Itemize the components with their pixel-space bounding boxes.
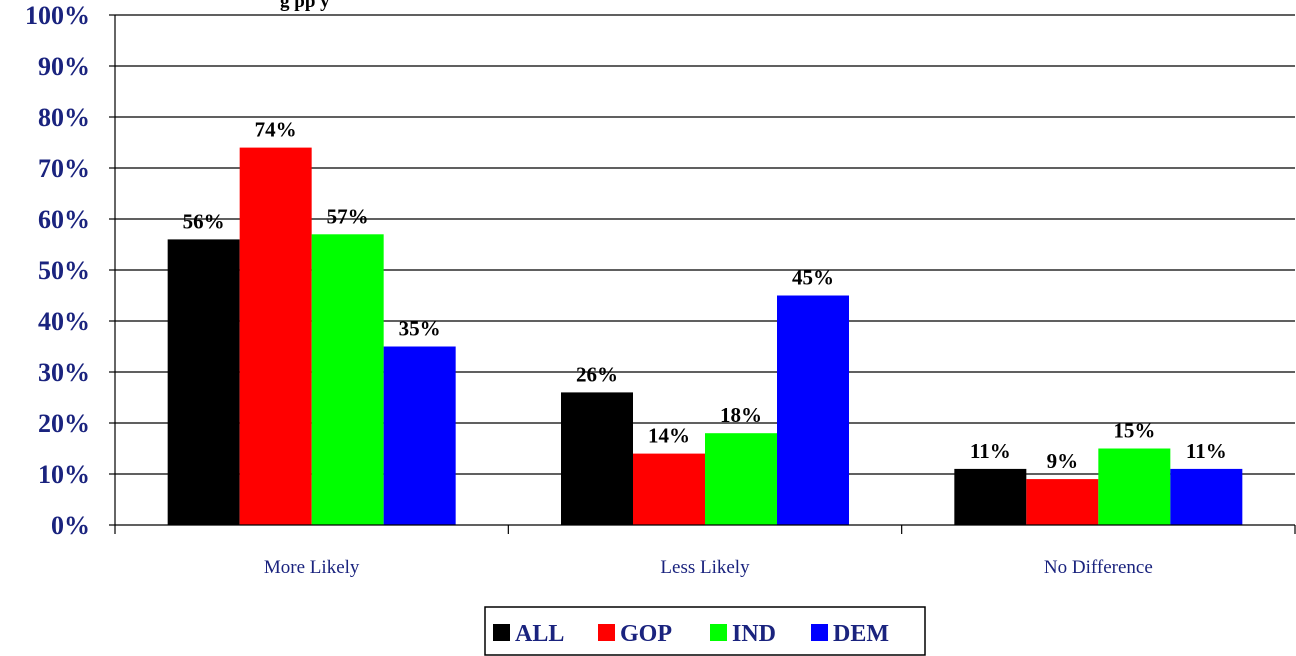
x-tick-label: Less Likely: [660, 557, 750, 578]
y-axis: 0% 10% 20% 30% 40% 50% 60% 70% 80% 90% 100%: [25, 1, 116, 540]
bar-all: [954, 468, 1027, 525]
legend-label: DEM: [833, 621, 889, 647]
data-label: 26%: [576, 362, 618, 386]
chart-title: g pp y: [280, 0, 330, 12]
bar-ind: [705, 433, 777, 525]
bar-gop: [633, 453, 705, 525]
x-tick-label: No Difference: [1044, 557, 1153, 578]
legend-swatch-dem: [811, 624, 828, 641]
y-tick-label: 20%: [38, 409, 90, 438]
x-tick-label: More Likely: [264, 557, 360, 578]
legend: ALL GOP IND DEM: [484, 606, 926, 656]
bar-ind: [1098, 448, 1171, 525]
legend-swatch-all: [493, 624, 510, 641]
data-label: 56%: [183, 209, 225, 233]
data-label: 18%: [720, 403, 762, 427]
data-label: 14%: [648, 424, 690, 448]
y-tick-label: 80%: [38, 103, 90, 132]
bar-dem: [383, 346, 456, 525]
data-label: 35%: [399, 317, 441, 341]
data-label: 74%: [255, 118, 297, 142]
y-tick-label: 100%: [25, 1, 90, 30]
y-tick-label: 90%: [38, 52, 90, 81]
bar-ind: [311, 234, 384, 526]
y-tick-label: 60%: [38, 205, 90, 234]
x-axis: More Likely Less Likely No Difference: [114, 524, 1296, 578]
bar-gop: [239, 147, 312, 525]
data-label: 11%: [970, 439, 1011, 463]
data-label: 11%: [1186, 439, 1227, 463]
legend-swatch-ind: [710, 624, 727, 641]
y-tick-label: 0%: [51, 511, 90, 540]
legend-label: ALL: [515, 621, 564, 647]
data-label: 45%: [792, 266, 834, 290]
data-label: 57%: [327, 204, 369, 228]
legend-swatch-gop: [598, 624, 615, 641]
y-tick-label: 10%: [38, 460, 90, 489]
y-tick-label: 40%: [38, 307, 90, 336]
bars: 56% 74% 57% 35% 26% 14% 18% 45% 11% 9% 15% 11%: [167, 118, 1243, 526]
bar-gop: [1026, 479, 1099, 525]
bar-all: [167, 239, 240, 525]
legend-label: IND: [732, 621, 776, 647]
bar-dem: [1170, 468, 1243, 525]
legend-box: [484, 606, 926, 656]
data-label: 15%: [1113, 419, 1155, 443]
data-label: 9%: [1047, 449, 1079, 473]
y-tick-label: 70%: [38, 154, 90, 183]
legend-label: GOP: [620, 621, 672, 647]
y-tick-label: 30%: [38, 358, 90, 387]
bar-all: [561, 392, 633, 525]
bar-dem: [777, 295, 849, 525]
y-tick-label: 50%: [38, 256, 90, 285]
